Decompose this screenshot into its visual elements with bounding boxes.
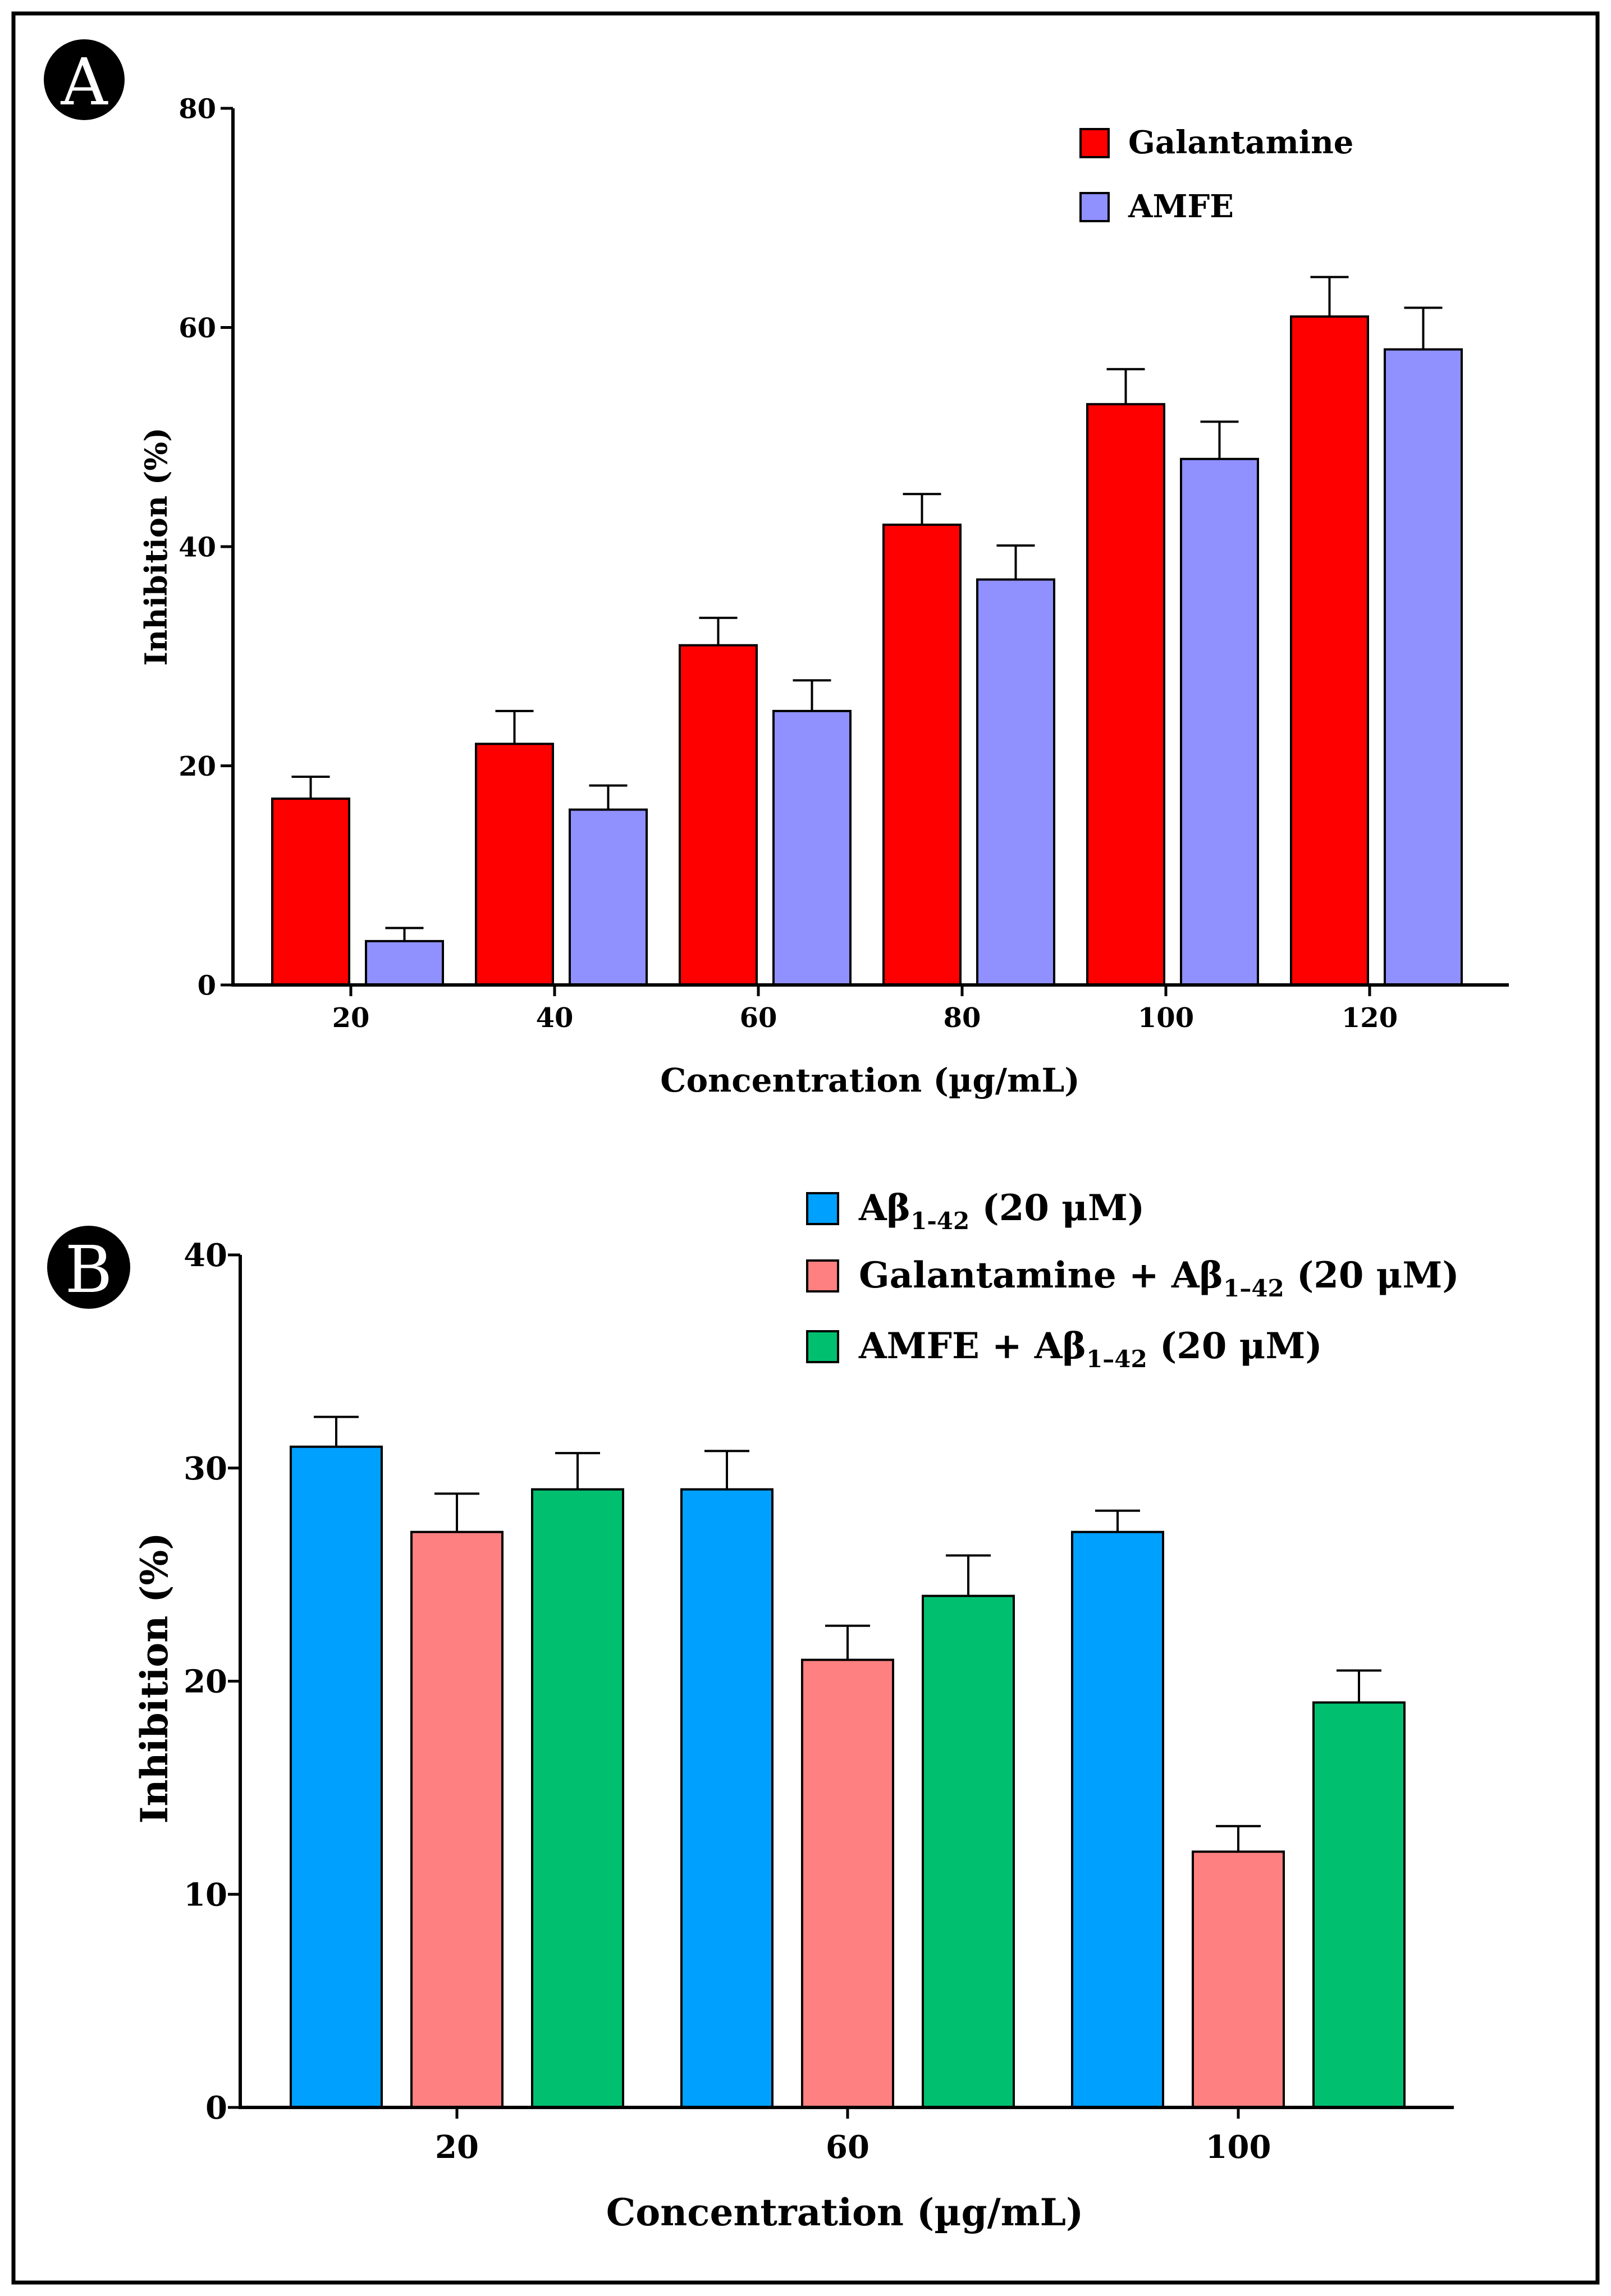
bar-a-3-0 [882, 523, 962, 986]
panel-b-badge [47, 1226, 130, 1309]
y-tick-label-a-1: 20 [179, 751, 216, 782]
y-tick-label-b-0: 0 [205, 2089, 227, 2127]
bar-a-2-1 [772, 709, 852, 986]
bar-a-4-0 [1086, 403, 1165, 986]
panel-b-x-ticks: 20 60 100 [435, 2107, 1271, 2166]
x-tick-label-a-4: 100 [1138, 1002, 1194, 1034]
y-tick-label-b-1: 10 [184, 1876, 227, 1913]
bar-b-0-0 [290, 1445, 383, 2109]
panel-b-x-axis-label: Concentration (µg/mL) [606, 2190, 1084, 2234]
panel-a-error-bars [291, 276, 1443, 941]
bar-a-3-1 [976, 578, 1055, 986]
y-tick-label-b-2: 20 [184, 1663, 227, 1701]
panel-a-legend: Galantamine AMFE [1079, 124, 1353, 225]
x-tick-label-b-2: 100 [1206, 2129, 1271, 2166]
x-tick-label-a-3: 80 [944, 1002, 981, 1034]
legend-label-amfe-abeta: AMFE + Aβ1–42 (20 μM) [858, 1325, 1322, 1373]
panel-a-bars [271, 315, 1463, 987]
panel-a-badge [44, 39, 125, 120]
bar-a-5-0 [1290, 315, 1369, 986]
bar-b-0-1 [410, 1530, 504, 2109]
bar-a-0-1 [365, 940, 444, 987]
bar-a-1-0 [475, 743, 554, 986]
panel-b-legend: Aβ1-42 (20 μM) Galantamine + Aβ1–42 (20 … [806, 1187, 1459, 1373]
legend-swatch-galantamine [1079, 128, 1110, 158]
bar-b-1-0 [680, 1488, 774, 2109]
legend-label-amfe: AMFE [1128, 188, 1234, 225]
bar-a-4-1 [1180, 457, 1259, 986]
bar-a-0-0 [271, 798, 350, 986]
legend-swatch-amfe-abeta [806, 1330, 839, 1363]
bar-a-2-0 [679, 644, 758, 986]
bar-a-5-1 [1384, 348, 1463, 986]
legend-label-abeta: Aβ1-42 (20 μM) [858, 1187, 1145, 1235]
bar-b-1-1 [801, 1658, 894, 2109]
legend-label-galantamine-abeta: Galantamine + Aβ1–42 (20 μM) [859, 1254, 1459, 1302]
bar-b-2-2 [1312, 1701, 1406, 2109]
panel-a-x-axis-label: Concentration (µg/mL) [660, 1061, 1079, 1099]
y-tick-label-a-2: 40 [179, 531, 216, 563]
y-tick-label-a-4: 80 [179, 93, 216, 125]
x-tick-label-b-1: 60 [826, 2129, 869, 2166]
y-tick-label-b-3: 30 [184, 1450, 227, 1487]
legend-swatch-abeta [806, 1192, 839, 1225]
panel-a-chart: A 0 20 40 60 80 20 40 60 80 100 120 Inhibition (%… [44, 39, 1509, 1099]
bar-b-1-2 [922, 1594, 1015, 2109]
bar-b-2-1 [1192, 1850, 1285, 2109]
panel-b-y-axis-label: Inhibition (%) [132, 1533, 176, 1824]
panel-b-error-bars [314, 1415, 1381, 1852]
x-tick-label-a-2: 60 [740, 1002, 777, 1034]
panel-b-chart: B 0 10 20 30 40 20 60 100 Inhibition (%) Conce… [47, 1187, 1459, 2234]
y-tick-label-a-3: 60 [179, 313, 216, 344]
x-tick-label-a-1: 40 [536, 1002, 574, 1034]
x-tick-label-a-5: 120 [1342, 1002, 1398, 1034]
bar-b-0-2 [531, 1488, 624, 2109]
panel-a-x-ticks: 20 40 60 80 100 120 [332, 985, 1398, 1034]
panel-b-badge-label: B [65, 1232, 113, 1308]
panel-a-badge-label: A [60, 45, 108, 120]
x-tick-label-b-0: 20 [435, 2129, 479, 2166]
legend-swatch-amfe [1079, 192, 1110, 222]
panel-a-y-ticks: 0 20 40 60 80 [179, 93, 233, 1001]
legend-swatch-galantamine-abeta [806, 1259, 839, 1293]
panel-b-y-ticks: 0 10 20 30 40 [184, 1237, 240, 2127]
legend-label-galantamine: Galantamine [1128, 124, 1353, 161]
x-tick-label-a-0: 20 [332, 1002, 370, 1034]
bar-a-1-1 [569, 808, 648, 986]
panel-a-y-axis-label: Inhibition (%) [138, 428, 174, 666]
y-tick-label-b-4: 40 [184, 1237, 227, 1274]
bar-b-2-0 [1071, 1530, 1164, 2109]
y-tick-label-a-0: 0 [198, 970, 216, 1001]
